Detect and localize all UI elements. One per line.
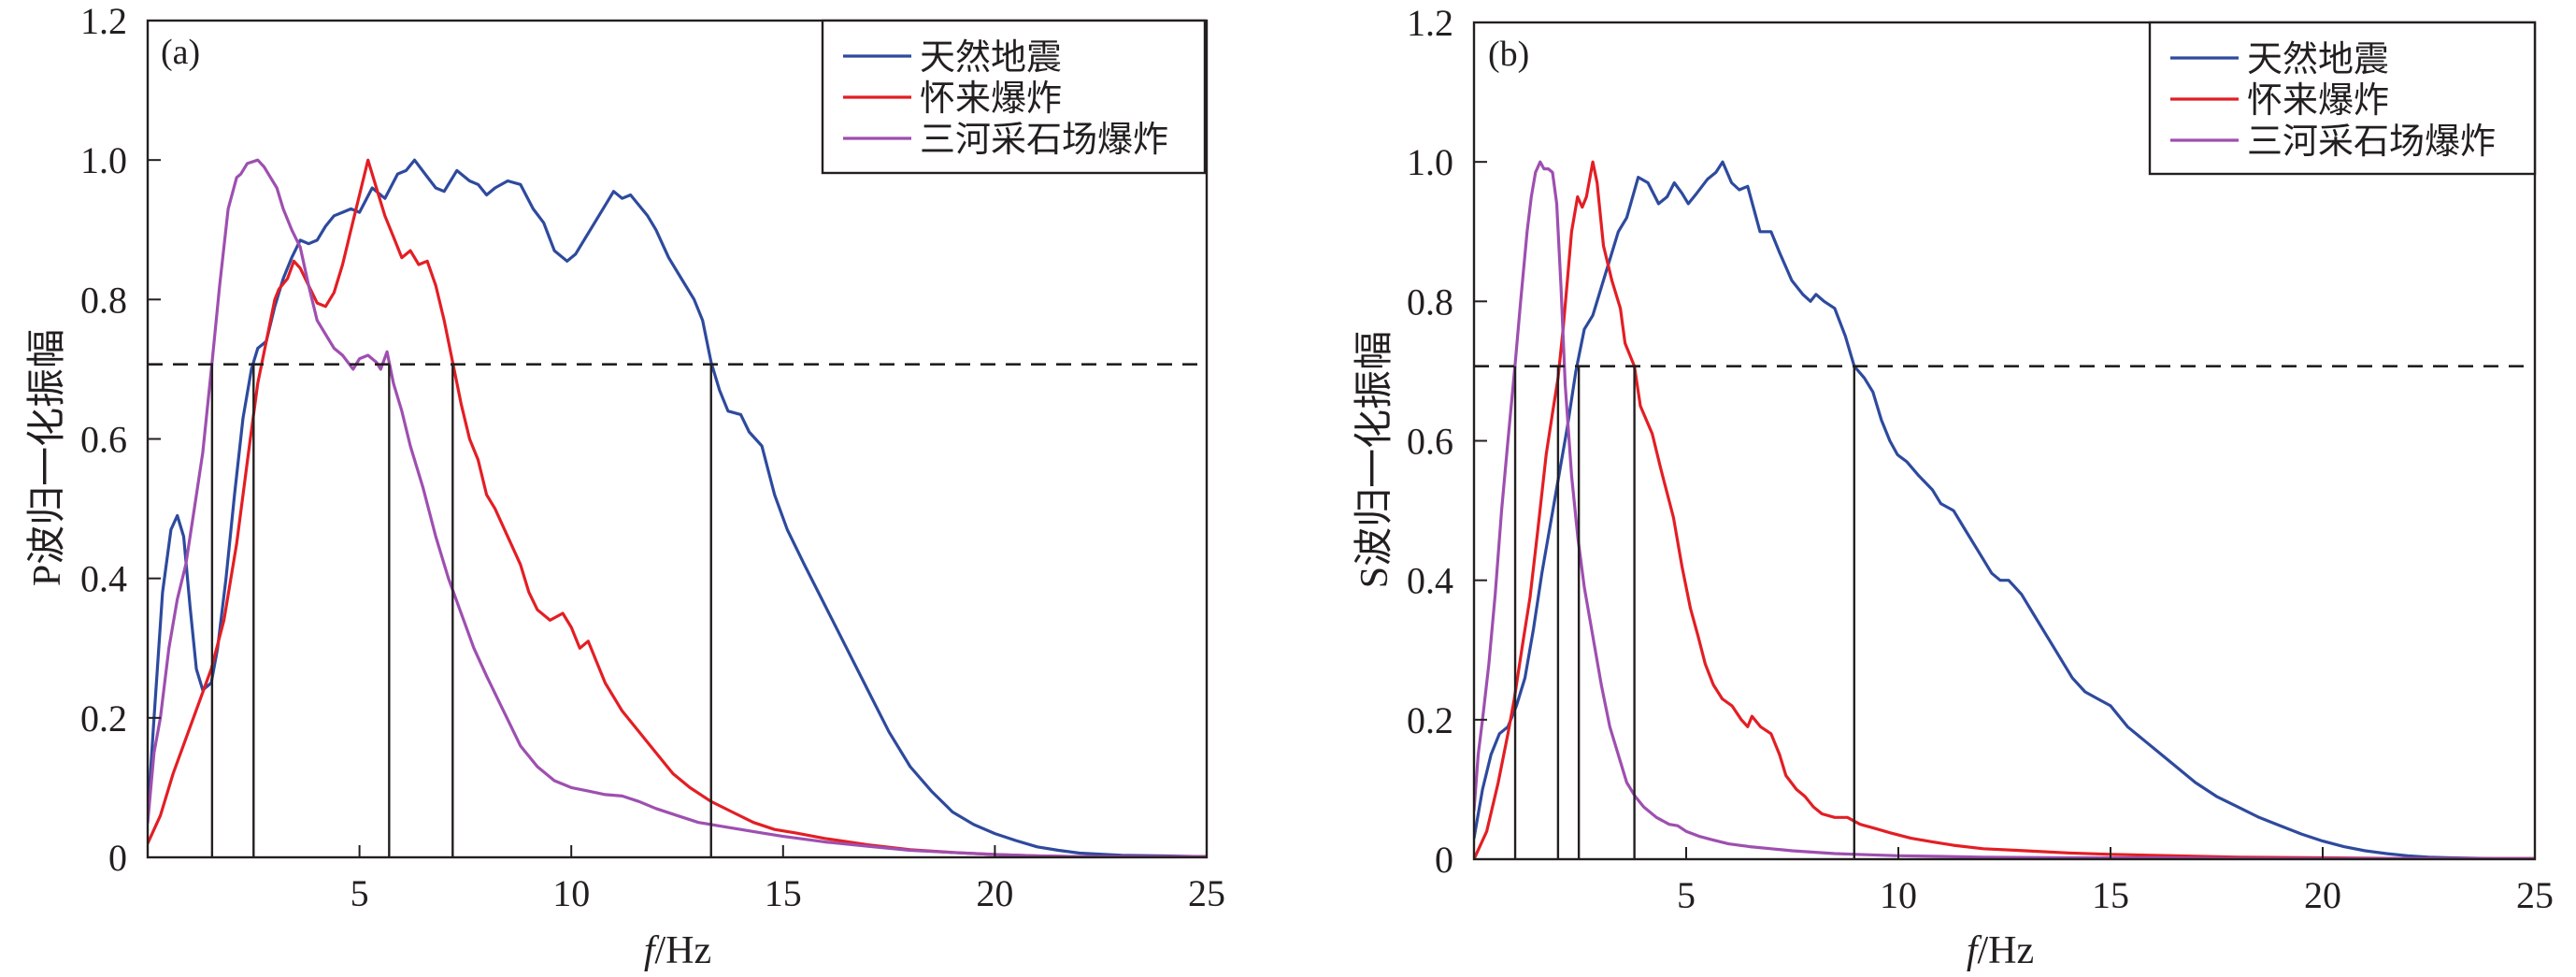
panel-b-y-tick-label: 0 bbox=[1435, 839, 1453, 881]
panel-b-y-tick-label: 0.8 bbox=[1407, 280, 1453, 323]
panel-a-legend-label-sanhe-quarry-blast: 三河采石场爆炸 bbox=[920, 121, 1168, 160]
panel-a-y-tick-label: 0.2 bbox=[80, 697, 127, 740]
panel-a-legend: 天然地震 怀来爆炸 三河采石场爆炸 bbox=[821, 19, 1207, 175]
panel-b-y-tick-label: 0.4 bbox=[1407, 560, 1453, 602]
panel-b-y-tick-label: 0.6 bbox=[1407, 421, 1453, 463]
panel-b-series-sanhe-quarry-blast bbox=[1474, 160, 2535, 859]
panel-a-marker-lines bbox=[210, 364, 712, 857]
panel-b-y-ticks: 0 0.2 0.4 0.6 0.8 1.0 1.2 bbox=[1407, 2, 1487, 881]
panel-a-legend-label-huailai-explosion: 怀来爆炸 bbox=[920, 79, 1062, 119]
panel-a-curves bbox=[148, 158, 1207, 857]
panel-b: 5 10 15 20 25 0 0.2 0.4 0.6 0.8 1.0 1.2 (b) S波归一化振… bbox=[1353, 2, 2554, 972]
panel-b-y-tick-label: 0.2 bbox=[1407, 699, 1453, 741]
panel-a-legend-label-natural-earthquake: 天然地震 bbox=[920, 38, 1062, 78]
panel-b-legend-label-natural-earthquake: 天然地震 bbox=[2247, 40, 2389, 79]
panel-a: 5 10 15 20 25 0 0.2 0.4 0.6 0.8 1.0 1.2 (a) P波归一化振… bbox=[26, 0, 1225, 972]
panel-b-x-tick-label: 20 bbox=[2304, 874, 2341, 916]
panel-a-x-tick-label: 10 bbox=[552, 872, 590, 914]
panel-a-series-natural-earthquake bbox=[148, 158, 1207, 857]
panel-a-x-ticks: 5 10 15 20 25 bbox=[351, 845, 1225, 914]
panel-b-x-axis-title: f/Hz bbox=[1967, 929, 2034, 972]
panel-b-y-tick-label: 1.0 bbox=[1407, 141, 1453, 183]
panel-b-marker-lines bbox=[1513, 366, 1855, 859]
panel-a-y-tick-label: 0 bbox=[108, 837, 127, 879]
panel-a-x-tick-label: 25 bbox=[1188, 872, 1225, 914]
panel-b-tag: (b) bbox=[1488, 35, 1529, 74]
panel-a-y-ticks: 0 0.2 0.4 0.6 0.8 1.0 1.2 bbox=[80, 0, 161, 879]
panel-a-x-axis-title: f/Hz bbox=[644, 929, 711, 972]
panel-b-series-natural-earthquake bbox=[1474, 160, 2535, 859]
panel-b-x-tick-label: 5 bbox=[1677, 874, 1696, 916]
panel-a-tag: (a) bbox=[161, 33, 200, 72]
panel-a-y-tick-label: 1.0 bbox=[80, 139, 127, 181]
panel-a-y-tick-label: 0.6 bbox=[80, 419, 127, 461]
panel-b-x-tick-label: 15 bbox=[2092, 874, 2129, 916]
panel-b-legend-label-huailai-explosion: 怀来爆炸 bbox=[2247, 81, 2389, 121]
panel-b-legend: 天然地震 怀来爆炸 三河采石场爆炸 bbox=[2148, 21, 2537, 176]
panel-b-legend-label-sanhe-quarry-blast: 三河采石场爆炸 bbox=[2247, 122, 2496, 162]
panel-a-y-axis-title: P波归一化振幅 bbox=[26, 329, 69, 586]
panel-a-x-tick-label: 15 bbox=[765, 872, 802, 914]
panel-b-x-tick-label: 10 bbox=[1880, 874, 1917, 916]
panel-a-y-tick-label: 1.2 bbox=[80, 0, 127, 42]
panel-a-series-sanhe-quarry-blast bbox=[148, 158, 1207, 857]
panel-b-y-tick-label: 1.2 bbox=[1407, 2, 1453, 44]
panel-a-x-tick-label: 5 bbox=[351, 872, 369, 914]
panel-b-curves bbox=[1474, 160, 2535, 859]
panel-b-y-axis-title: S波归一化振幅 bbox=[1353, 331, 1396, 588]
panel-b-x-ticks: 5 10 15 20 25 bbox=[1677, 847, 2554, 916]
panel-b-series-huailai-explosion bbox=[1474, 160, 2535, 859]
panel-a-x-axis-unit: /Hz bbox=[655, 929, 712, 972]
panel-b-x-tick-label: 25 bbox=[2516, 874, 2554, 916]
panel-a-x-tick-label: 20 bbox=[976, 872, 1013, 914]
panel-a-series-huailai-explosion bbox=[148, 158, 1207, 857]
panel-b-x-axis-unit: /Hz bbox=[1978, 929, 2035, 972]
panel-a-y-tick-label: 0.4 bbox=[80, 558, 127, 600]
panel-a-y-tick-label: 0.8 bbox=[80, 279, 127, 321]
